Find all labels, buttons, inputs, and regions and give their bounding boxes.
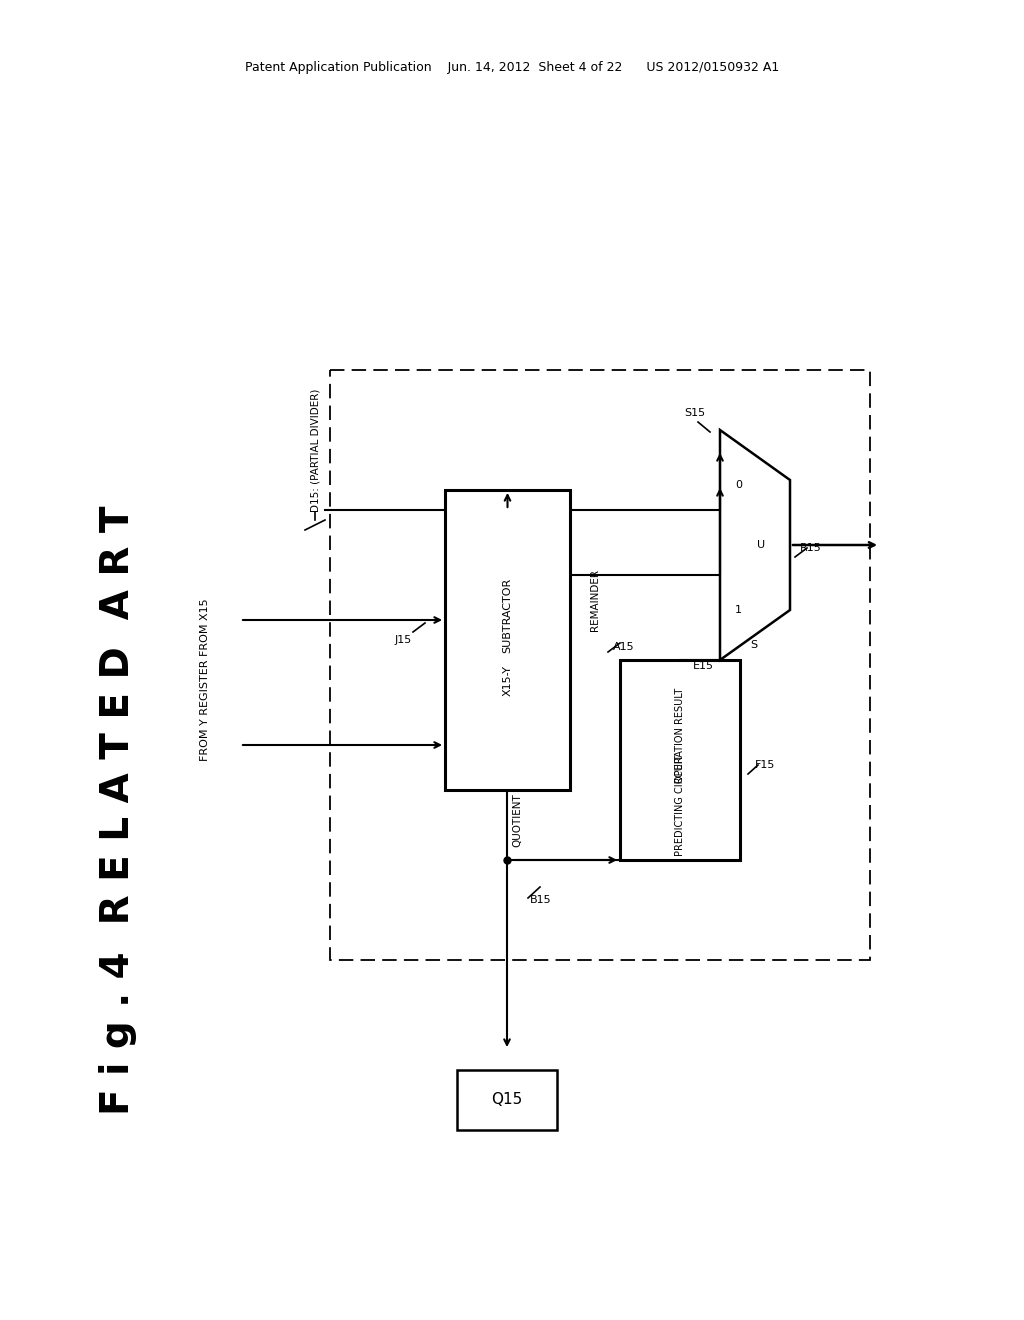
Text: REMAINDER: REMAINDER [590,569,600,631]
Text: S15: S15 [684,408,706,418]
Text: OPERATION RESULT: OPERATION RESULT [675,688,685,783]
Bar [457,1071,557,1130]
Text: U: U [757,540,765,550]
Bar [445,490,570,789]
Bar [620,660,740,861]
Text: QUOTIENT: QUOTIENT [512,793,522,847]
Text: J15: J15 [394,635,412,645]
Text: A15: A15 [613,642,635,652]
Text: SUBTRACTOR: SUBTRACTOR [503,577,512,652]
Text: F15: F15 [755,760,775,770]
Text: E15: E15 [693,661,714,671]
Text: B15: B15 [530,895,552,906]
Text: S: S [750,640,757,649]
Text: 0: 0 [735,480,742,490]
Text: Q15: Q15 [492,1093,522,1107]
Text: X15-Y: X15-Y [503,664,512,696]
Text: PREDICTING CIRCUIT: PREDICTING CIRCUIT [675,754,685,855]
Text: FROM Y REGISTER FROM X15: FROM Y REGISTER FROM X15 [200,599,210,762]
Text: D15: (PARTIAL DIVIDER): D15: (PARTIAL DIVIDER) [310,388,319,512]
Polygon shape [720,430,790,660]
Text: R15: R15 [800,543,821,553]
Text: 1: 1 [735,605,742,615]
Text: Patent Application Publication    Jun. 14, 2012  Sheet 4 of 22      US 2012/0150: Patent Application Publication Jun. 14, … [245,62,779,74]
Text: F i g . 4  R E L A T E D  A R T: F i g . 4 R E L A T E D A R T [99,506,137,1115]
